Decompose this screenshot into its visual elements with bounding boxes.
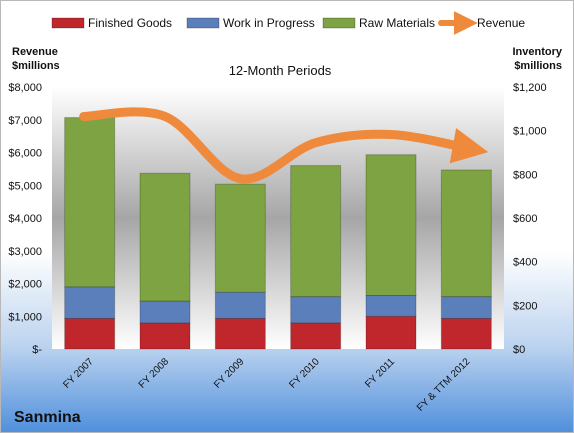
bar-finished-goods (440, 317, 492, 350)
bar-raw-materials (64, 117, 116, 288)
legend: Finished Goods Work in Progress Raw Materi… (51, 11, 525, 35)
bar-raw-materials (214, 183, 266, 293)
bar-finished-goods (365, 315, 417, 350)
legend-swatch-1 (186, 17, 220, 29)
bar-raw-materials (365, 154, 417, 297)
y-axis-left-ticks: $- $1,000 $2,000 $3,000 $4,000 $5,000 $6,000 $7… (8, 82, 42, 356)
bar-work-in-progress (214, 291, 266, 319)
y-axis-right-title: Inventory $millions (512, 46, 562, 72)
plot-area (52, 87, 504, 349)
y-right-tick-label: $200 (513, 300, 537, 312)
y-right-tick-label: $1,000 (513, 126, 547, 138)
y-left-tick-label: $1,000 (8, 311, 42, 323)
bar-raw-materials (440, 169, 492, 298)
legend-label-3: Revenue (477, 16, 525, 30)
bar-work-in-progress (365, 295, 417, 317)
y-right-tick-label: $600 (513, 213, 537, 225)
legend-label-2: Raw Materials (359, 16, 435, 30)
y-right-tick-label: $1,200 (513, 82, 547, 94)
y-left-tick-label: $5,000 (8, 180, 42, 192)
y-right-tick-label: $800 (513, 169, 537, 181)
bar-finished-goods (290, 322, 342, 350)
revenue-line (79, 107, 489, 184)
revenue-line-series (79, 107, 489, 184)
chart-subtitle: 12-Month Periods (229, 63, 332, 78)
bar-work-in-progress (64, 286, 116, 319)
bar-finished-goods (139, 322, 191, 350)
company-name: Sanmina (14, 409, 81, 426)
bar-raw-materials (139, 172, 191, 302)
bar-finished-goods (214, 317, 266, 350)
bar-finished-goods (64, 317, 116, 350)
bar-work-in-progress (290, 296, 342, 324)
y-left-tick-label: $6,000 (8, 148, 42, 160)
bar-work-in-progress (440, 296, 492, 319)
legend-swatch-2 (322, 17, 356, 29)
y-left-tick-label: $3,000 (8, 246, 42, 258)
bar-raw-materials (290, 165, 342, 298)
y-axis-right-ticks: $0 $200 $400 $600 $800 $1,000 $1,200 (513, 82, 547, 356)
y-left-tick-label: $7,000 (8, 115, 42, 127)
y-right-tick-label: $0 (513, 344, 525, 356)
y-left-tick-label: $- (32, 344, 42, 356)
legend-swatch-0 (51, 17, 85, 29)
y-left-tick-label: $8,000 (8, 82, 42, 94)
y-left-tick-label: $2,000 (8, 279, 42, 291)
bar-work-in-progress (139, 300, 191, 324)
y-right-tick-label: $400 (513, 257, 537, 269)
y-axis-left-title: Revenue $millions (12, 46, 60, 72)
y-left-tick-label: $4,000 (8, 213, 42, 225)
stacked-bars (64, 117, 492, 350)
legend-label-1: Work in Progress (223, 16, 315, 30)
legend-label-0: Finished Goods (88, 16, 172, 30)
